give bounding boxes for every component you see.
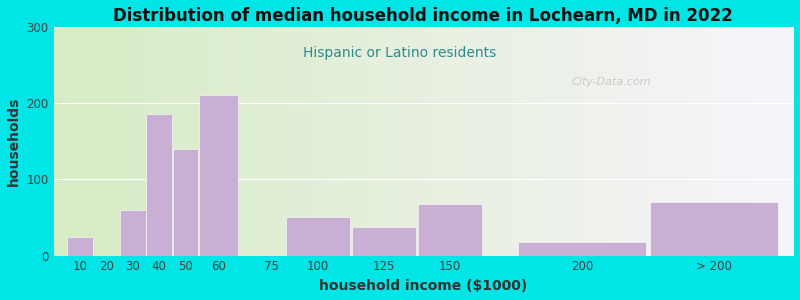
Bar — [286, 218, 350, 256]
Bar — [199, 95, 238, 256]
Bar — [418, 204, 482, 256]
Bar — [173, 149, 198, 256]
Bar — [650, 202, 778, 256]
X-axis label: household income ($1000): household income ($1000) — [319, 279, 527, 293]
Text: Hispanic or Latino residents: Hispanic or Latino residents — [303, 46, 497, 61]
Bar — [120, 210, 146, 256]
Bar — [67, 236, 93, 256]
Text: City-Data.com: City-Data.com — [571, 77, 650, 87]
Title: Distribution of median household income in Lochearn, MD in 2022: Distribution of median household income … — [114, 7, 734, 25]
Bar — [518, 242, 646, 256]
Bar — [352, 227, 416, 256]
Y-axis label: households: households — [7, 96, 21, 186]
Bar — [146, 114, 172, 256]
